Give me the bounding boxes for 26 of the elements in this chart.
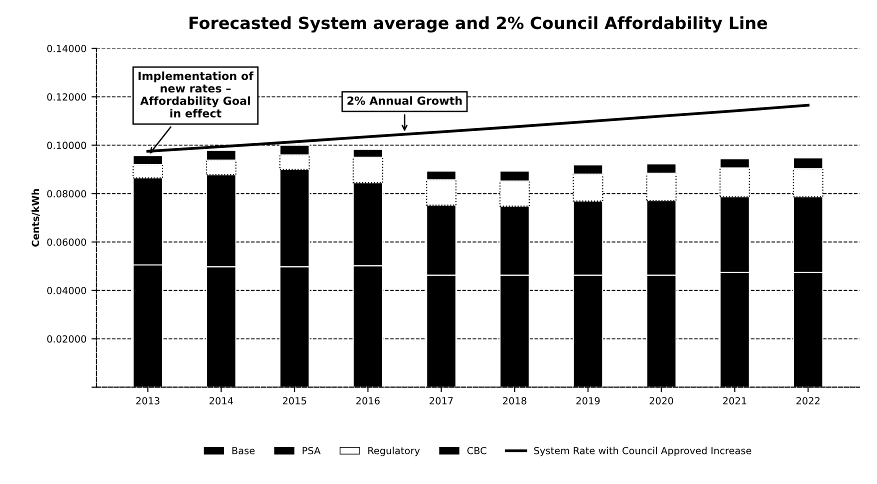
annotation: 2% Annual Growth bbox=[348, 96, 462, 105]
y-tick-label: 0.04000 bbox=[47, 286, 86, 294]
x-tick-label: 2019 bbox=[576, 397, 600, 404]
x-tick-label: 2018 bbox=[502, 397, 526, 404]
legend-label: Base bbox=[232, 447, 255, 454]
legend-label: CBC bbox=[467, 446, 486, 454]
x-tick-label: 2015 bbox=[282, 397, 306, 404]
x-tick-label: 2021 bbox=[723, 397, 746, 404]
x-tick-label: 2013 bbox=[136, 397, 160, 404]
y-axis-title: Cents/kWh bbox=[32, 189, 40, 247]
legend-label: System Rate with Council Approved Increase bbox=[534, 446, 752, 456]
x-tick-label: 2022 bbox=[796, 397, 820, 404]
x-tick-label: 2017 bbox=[430, 397, 453, 404]
legend-label: Regulatory bbox=[368, 446, 420, 456]
y-tick-label: 0.02000 bbox=[47, 335, 86, 343]
y-tick-label: 0.06000 bbox=[47, 238, 86, 246]
x-tick-label: 2016 bbox=[356, 397, 380, 404]
legend-label: PSA bbox=[302, 446, 321, 454]
y-tick-label: 0.10000 bbox=[47, 142, 86, 150]
x-tick-label: 2014 bbox=[210, 397, 234, 404]
y-tick-label: 0.12000 bbox=[47, 93, 86, 101]
annotation: Implementation of new rates – Affordability Goal in effect bbox=[138, 72, 254, 118]
chart-title: Forecasted System average and 2% Council Affordability Line bbox=[190, 16, 768, 33]
y-tick-label: 0.14000 bbox=[47, 44, 86, 52]
x-tick-label: 2020 bbox=[650, 397, 674, 404]
y-tick-label: 0.08000 bbox=[47, 190, 86, 198]
